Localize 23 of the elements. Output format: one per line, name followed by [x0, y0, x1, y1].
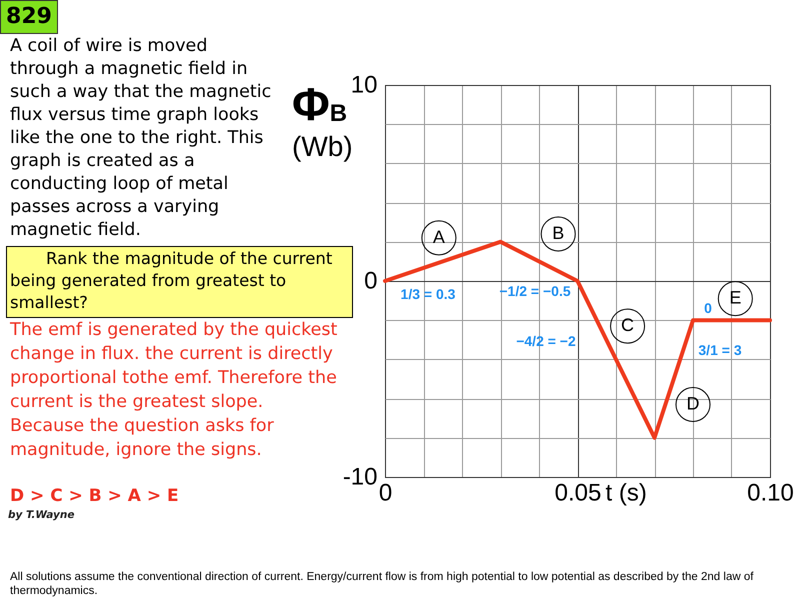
text: 829 [0, 0, 58, 34]
text: D > C > B > A > E [10, 486, 179, 506]
x-axis-title: t (s) [606, 480, 647, 506]
annotation: D [686, 393, 700, 414]
text: Rank the magnitude of the current being generated from greatest to smallest? [6, 246, 353, 318]
y-tick-label: 10 [350, 72, 378, 98]
annotation: A [432, 226, 445, 247]
text: The emf is generated by the quickest change in flux. the current is directly proportional tothe emf. Therefore the current is the greatest slope. Because the question asks for magnitude, ignore the signs. [10, 319, 338, 462]
annotation: −1/2 = −0.5 [499, 283, 571, 299]
annotation: −4/2 = −2 [516, 333, 576, 349]
annotation: 3/1 = 3 [698, 342, 742, 358]
x-tick-label: 0.10 [747, 480, 794, 506]
text: by T.Wayne [8, 509, 74, 521]
y-tick-label: 0 [364, 268, 378, 294]
y-tick-label: -10 [342, 464, 378, 490]
text: All solutions assume the conventional direction of current. Energy/current flow is from high potential to low potential as described by the 2nd law of thermodynamics. [10, 570, 754, 598]
annotation: E [729, 288, 742, 308]
annotation: C [621, 315, 634, 336]
text: A coil of wire is moved through a magnetic field in such a way that the magnetic flux versus time graph looks like the one to the right. This graph is created as a conducting loop of metal passes across a varying magnetic field. [10, 36, 272, 240]
annotation: B [552, 222, 564, 243]
annotation: 0 [704, 300, 712, 316]
annotation: 1/3 = 0.3 [400, 286, 456, 302]
x-tick-label: 0.05 [554, 480, 602, 506]
